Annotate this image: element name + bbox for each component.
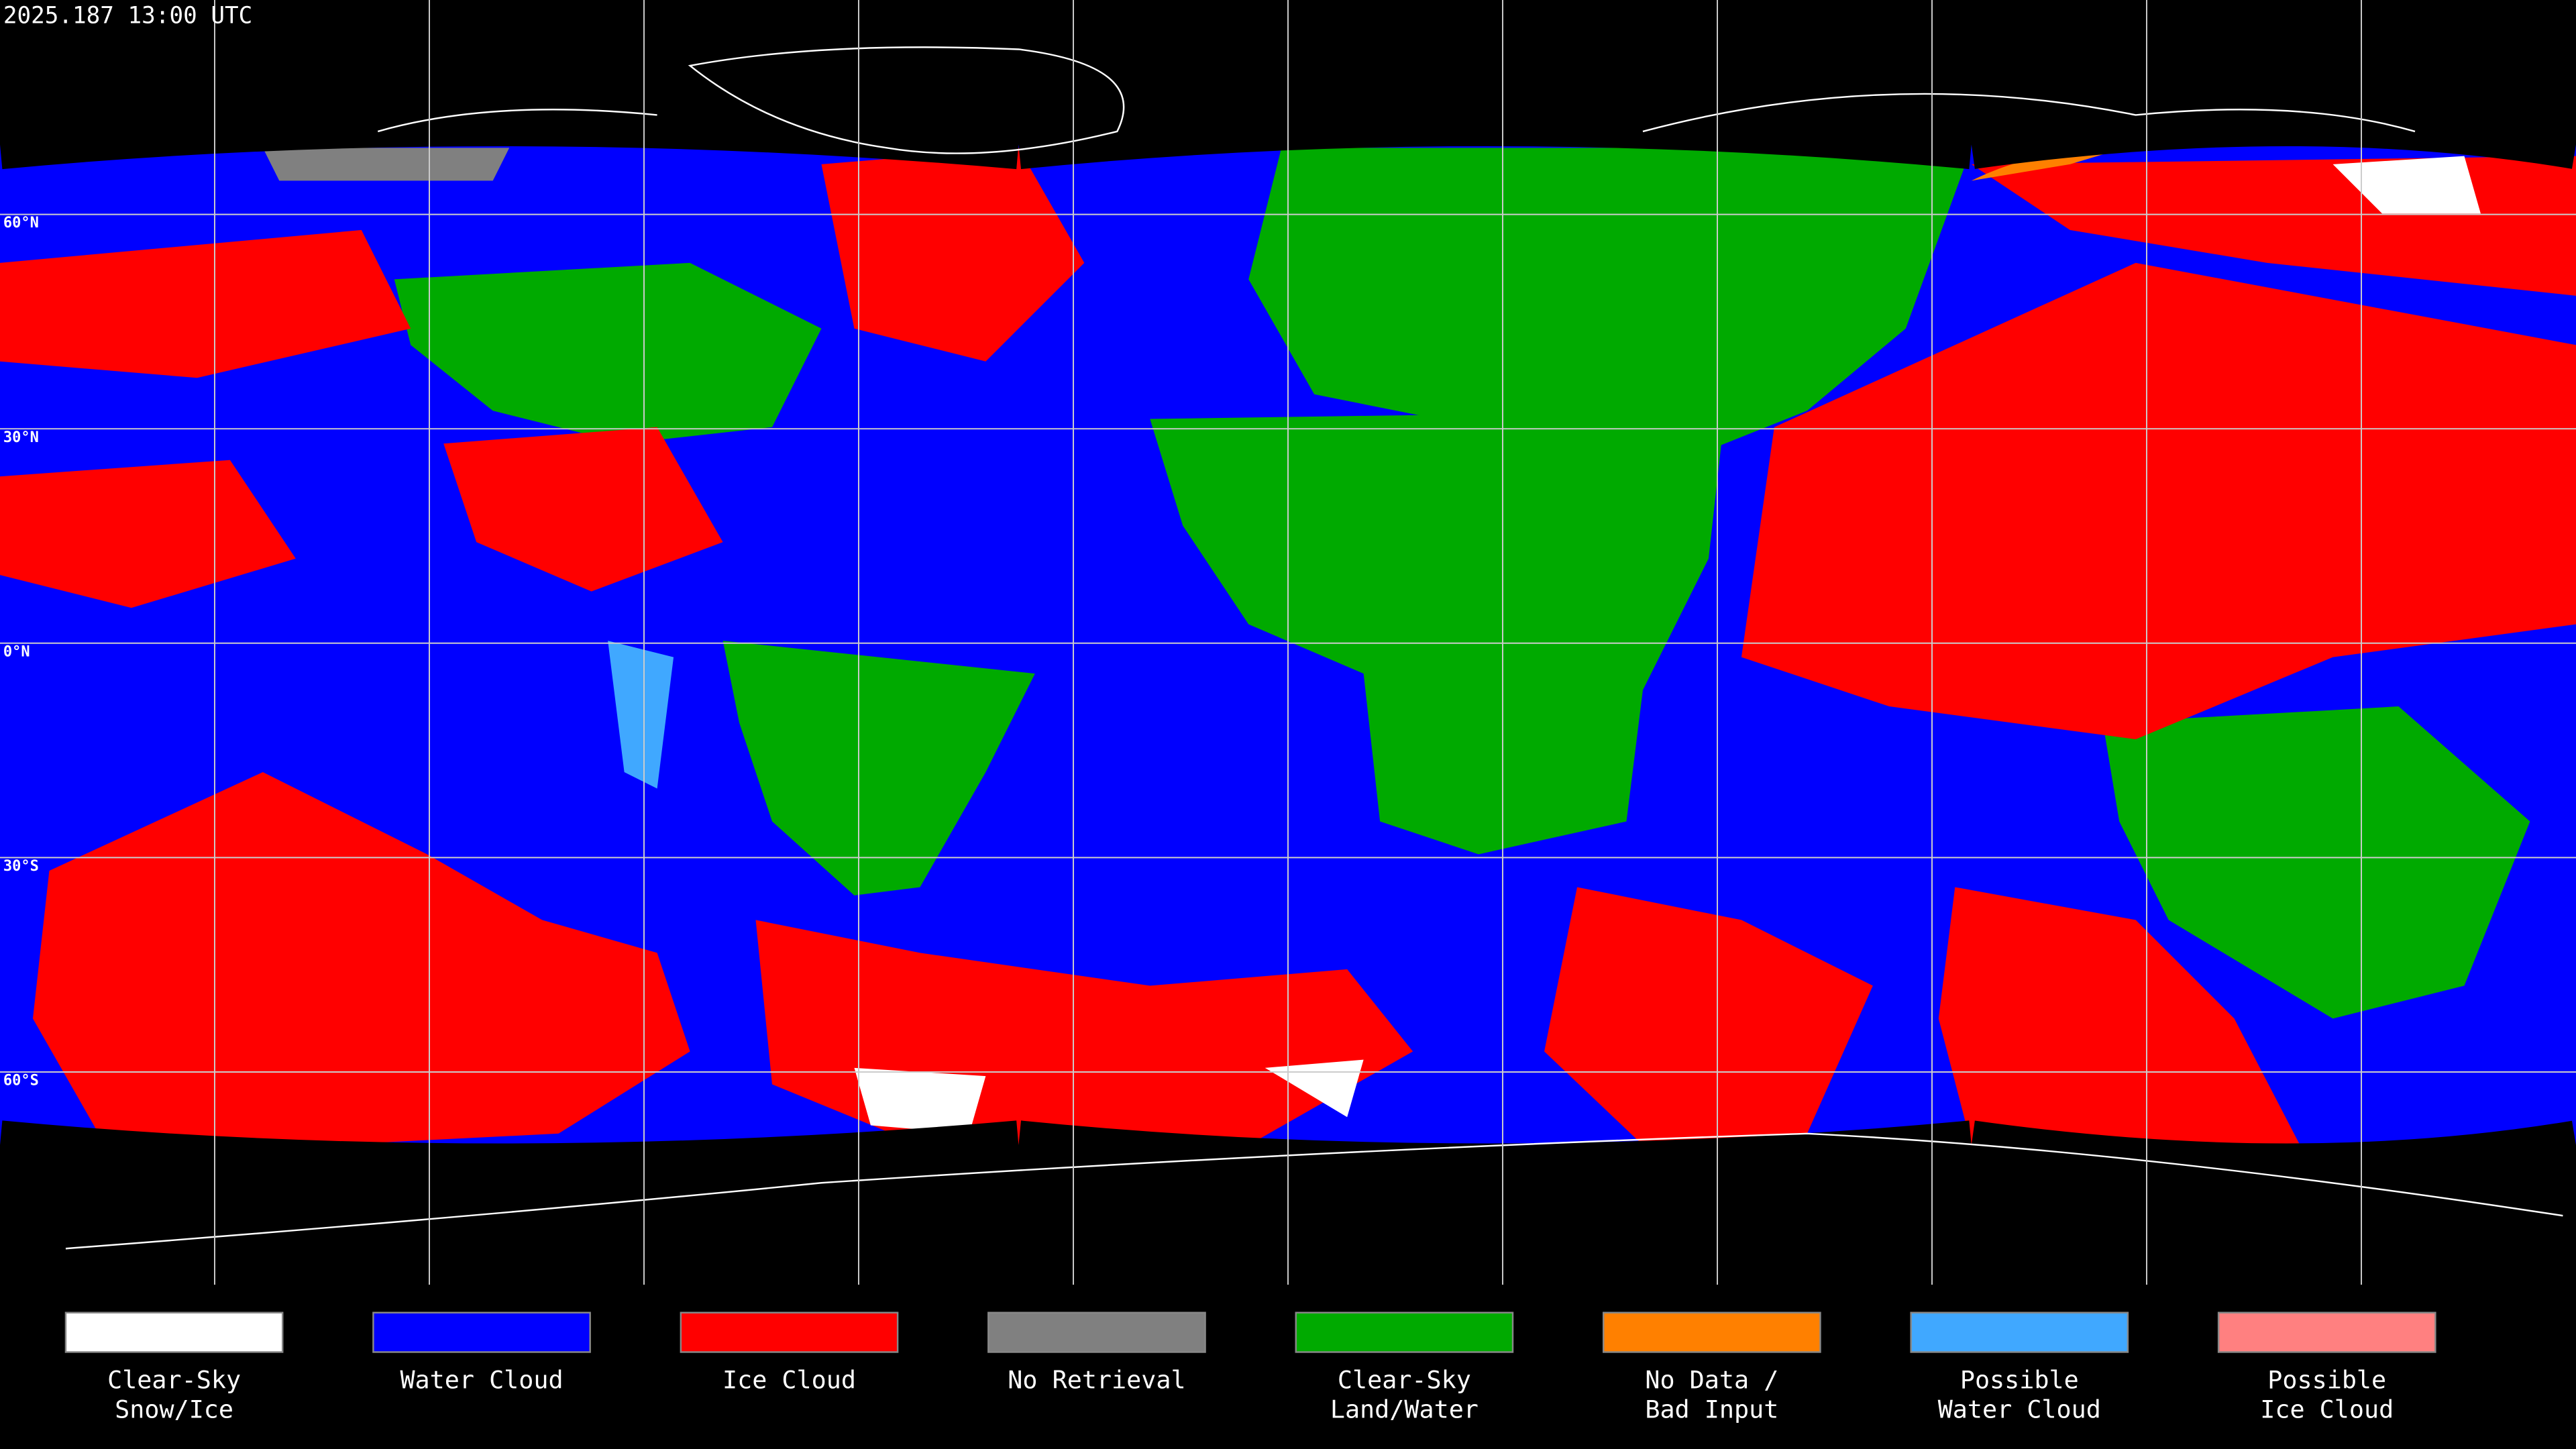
possible-water-area (608, 641, 674, 789)
ice-cloud-area (0, 460, 296, 608)
legend-label: Water Cloud (400, 1365, 563, 1394)
legend-label: No Retrieval (1008, 1365, 1185, 1394)
legend-swatch (64, 1311, 284, 1353)
legend-label: Clear-Sky (107, 1365, 241, 1394)
lat-label: 30°S (3, 858, 39, 875)
legend-swatch (2217, 1311, 2436, 1353)
legend-label: Snow/Ice (115, 1395, 233, 1424)
clear-land-area (722, 641, 1035, 896)
legend-label: Ice Cloud (2260, 1395, 2394, 1424)
legend-swatch (1602, 1311, 1821, 1353)
clear-land-area (2102, 706, 2530, 1019)
legend-swatch (372, 1311, 591, 1353)
timestamp: 2025.187 13:00 UTC (3, 2, 252, 29)
legend-swatch (1910, 1311, 2129, 1353)
coastline (688, 46, 1125, 154)
legend-label: Ice Cloud (722, 1365, 856, 1394)
legend-swatch (1295, 1311, 1514, 1353)
ice-cloud-area (443, 427, 723, 592)
clear-land-area (1248, 148, 1972, 477)
lat-label: 30°N (3, 429, 39, 446)
ice-cloud-area (32, 772, 690, 1145)
coastline (65, 1132, 2563, 1250)
legend-swatch (680, 1311, 899, 1353)
legend-label: Possible (2267, 1365, 2386, 1394)
ice-cloud-area (1938, 887, 2300, 1145)
coastline (377, 93, 2416, 133)
lat-label: 60°S (3, 1073, 39, 1089)
legend-label: Possible (1960, 1365, 2079, 1394)
legend-label: Land/Water (1330, 1395, 1479, 1424)
lat-label: 0°N (3, 643, 30, 660)
coverage-edge (0, 1120, 2576, 1193)
ice-cloud-area (1741, 262, 2576, 740)
legend-label: Bad Input (1645, 1395, 1778, 1424)
lat-label: 60°N (3, 215, 39, 231)
graticule: 60°N 30°N 0°N 30°S 60°S (0, 0, 2576, 1285)
no-retrieval-area (262, 148, 510, 181)
ice-cloud-area (0, 229, 411, 378)
legend-label: No Data / (1645, 1365, 1778, 1394)
ice-cloud-area (821, 148, 1085, 362)
clear-land-area (1150, 411, 1725, 855)
coverage-edge (0, 97, 2576, 170)
legend-label: Water Cloud (1938, 1395, 2101, 1424)
clear-land-area (394, 262, 822, 444)
legend-swatch (987, 1311, 1206, 1353)
legend-label: Clear-Sky (1338, 1365, 1471, 1394)
ice-cloud-area (1544, 887, 1873, 1145)
